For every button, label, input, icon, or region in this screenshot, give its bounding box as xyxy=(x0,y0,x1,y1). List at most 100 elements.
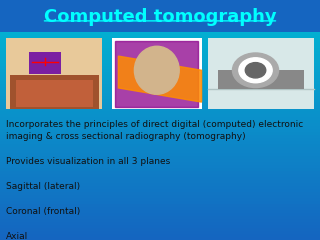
Bar xyxy=(0,18,320,21)
Bar xyxy=(0,141,320,144)
Bar xyxy=(0,162,320,165)
Bar xyxy=(0,132,320,135)
Bar xyxy=(0,66,320,69)
Bar xyxy=(0,147,320,150)
Bar xyxy=(0,33,320,36)
Bar xyxy=(0,108,320,111)
Bar xyxy=(0,105,320,108)
Bar xyxy=(0,171,320,174)
Bar xyxy=(0,192,320,195)
Polygon shape xyxy=(118,56,202,102)
Text: imaging & cross sectional radiography (tomography): imaging & cross sectional radiography (t… xyxy=(6,132,246,142)
Bar xyxy=(0,54,320,57)
Bar xyxy=(0,27,320,30)
Bar xyxy=(0,36,320,39)
Bar xyxy=(0,150,320,153)
Bar xyxy=(0,75,320,78)
Text: Axial: Axial xyxy=(6,232,29,240)
Bar xyxy=(0,81,320,84)
Bar xyxy=(0,87,320,90)
Bar xyxy=(0,120,320,123)
Bar xyxy=(0,219,320,222)
Bar xyxy=(6,38,102,109)
Bar xyxy=(0,231,320,234)
Bar xyxy=(0,99,320,102)
Bar xyxy=(0,12,320,15)
Bar xyxy=(0,6,320,9)
Bar xyxy=(0,39,320,42)
Bar xyxy=(0,156,320,159)
Bar xyxy=(0,135,320,138)
Text: Provides visualization in all 3 planes: Provides visualization in all 3 planes xyxy=(6,157,171,167)
Bar xyxy=(208,38,314,109)
Bar xyxy=(0,90,320,93)
Bar xyxy=(0,96,320,99)
Bar xyxy=(0,177,320,180)
Bar xyxy=(0,102,320,105)
Bar xyxy=(0,144,320,147)
Bar xyxy=(0,114,320,117)
Bar xyxy=(0,189,320,192)
Bar xyxy=(0,168,320,171)
Bar xyxy=(0,225,320,228)
Bar xyxy=(0,228,320,231)
Bar xyxy=(0,111,320,114)
Bar xyxy=(0,195,320,198)
Bar xyxy=(0,123,320,126)
Bar xyxy=(0,153,320,156)
Bar xyxy=(0,3,320,6)
Bar xyxy=(29,52,61,74)
Bar xyxy=(0,117,320,120)
Circle shape xyxy=(232,53,278,88)
Bar xyxy=(0,174,320,177)
Bar xyxy=(0,30,320,33)
Bar xyxy=(0,210,320,213)
Bar xyxy=(0,60,320,63)
Bar xyxy=(0,216,320,219)
Text: Coronal (frontal): Coronal (frontal) xyxy=(6,207,81,216)
Bar xyxy=(0,234,320,237)
Bar xyxy=(0,198,320,201)
Bar xyxy=(0,69,320,72)
Bar xyxy=(0,0,320,32)
Bar xyxy=(0,42,320,45)
Bar xyxy=(0,93,320,96)
Bar xyxy=(0,51,320,54)
Bar xyxy=(0,183,320,186)
Bar xyxy=(0,63,320,66)
Bar xyxy=(0,165,320,168)
Text: Incorporates the principles of direct digital (computed) electronic: Incorporates the principles of direct di… xyxy=(6,120,304,129)
Bar xyxy=(0,126,320,129)
Bar xyxy=(0,21,320,24)
Bar xyxy=(0,78,320,81)
Circle shape xyxy=(245,63,266,78)
Bar xyxy=(0,180,320,183)
Bar xyxy=(0,159,320,162)
Bar xyxy=(0,186,320,189)
Bar xyxy=(0,201,320,204)
Bar xyxy=(0,9,320,12)
Bar xyxy=(0,84,320,87)
Bar xyxy=(16,80,93,107)
Bar xyxy=(0,129,320,132)
Bar xyxy=(10,75,99,109)
Polygon shape xyxy=(115,41,198,107)
Bar xyxy=(0,24,320,27)
Bar xyxy=(0,72,320,75)
Text: Computed tomography: Computed tomography xyxy=(44,8,276,26)
Bar xyxy=(218,70,304,89)
Ellipse shape xyxy=(134,46,179,94)
Bar xyxy=(0,0,320,3)
Bar xyxy=(0,45,320,48)
Bar xyxy=(0,204,320,207)
Bar xyxy=(0,237,320,240)
Bar xyxy=(0,138,320,141)
Text: Sagittal (lateral): Sagittal (lateral) xyxy=(6,182,81,192)
Bar xyxy=(0,222,320,225)
Circle shape xyxy=(239,58,272,83)
Bar xyxy=(0,57,320,60)
Bar xyxy=(0,213,320,216)
Bar xyxy=(0,207,320,210)
Bar xyxy=(0,15,320,18)
Bar xyxy=(6,38,102,109)
